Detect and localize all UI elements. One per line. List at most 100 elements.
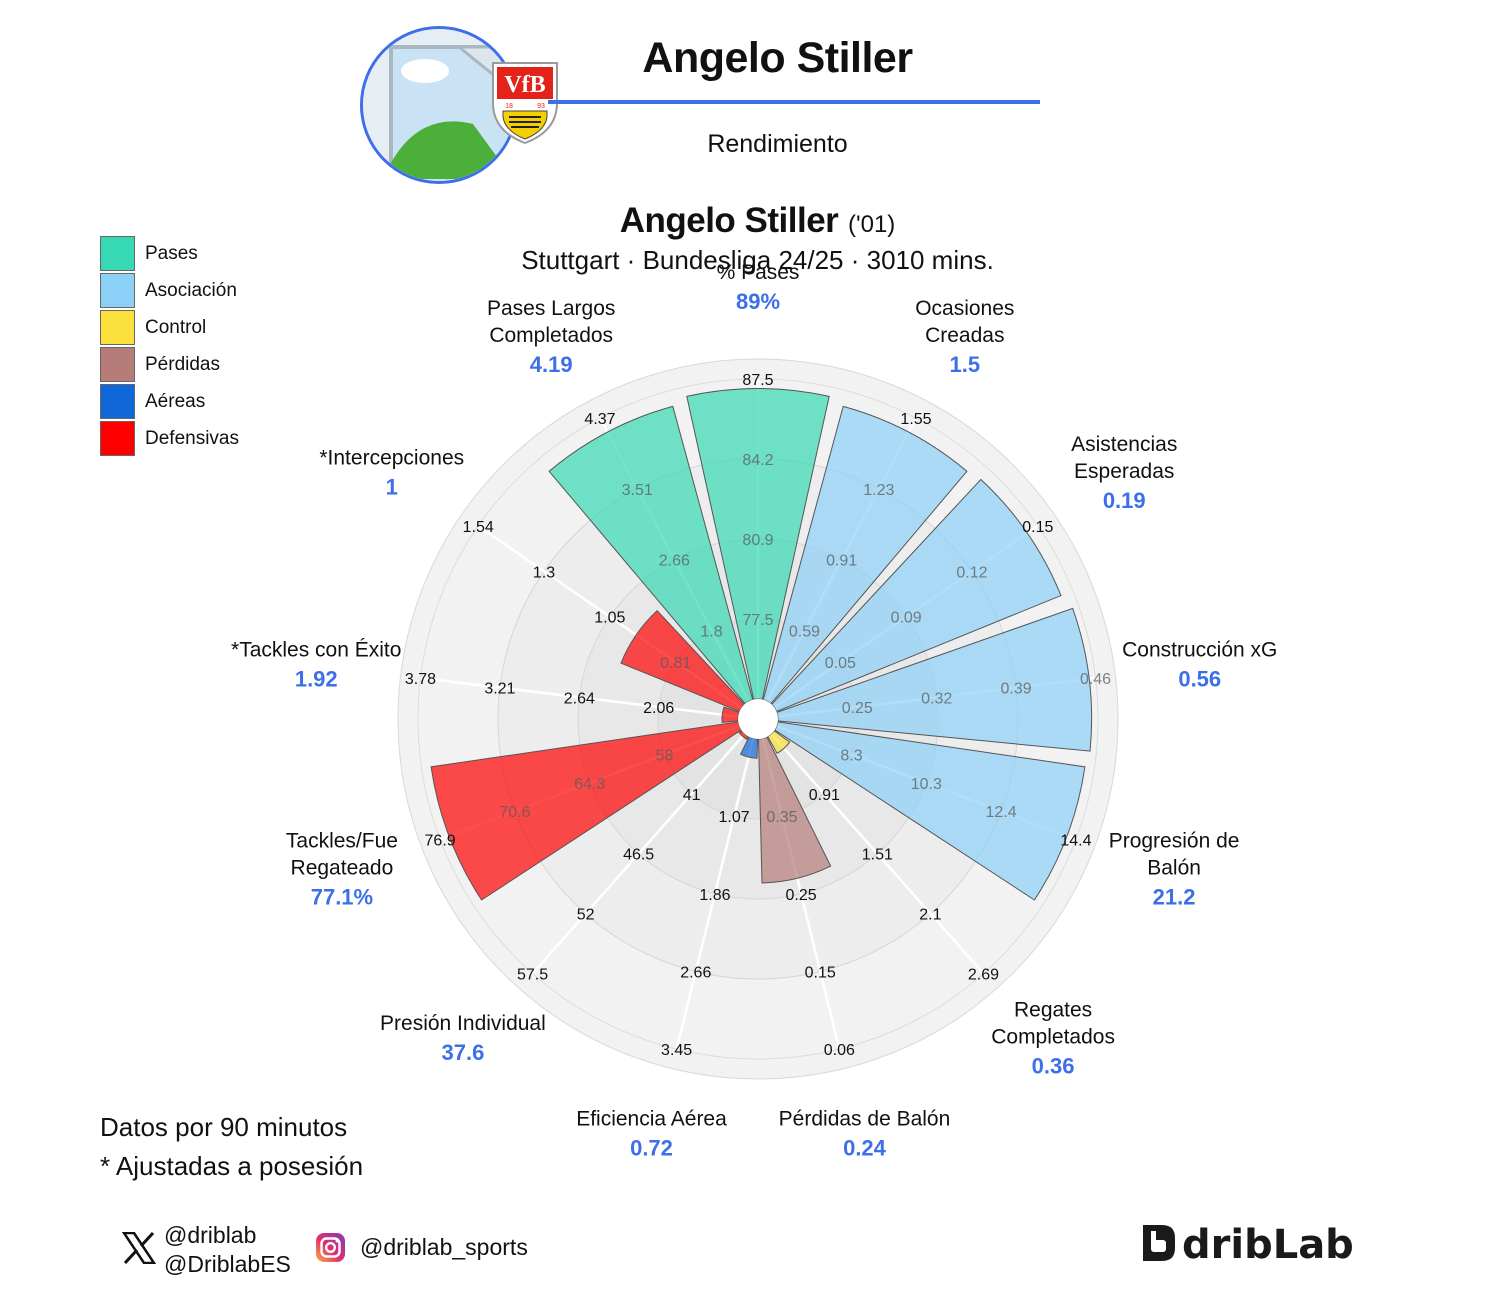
chart-birth-year: ('01) (848, 211, 896, 238)
tick-label: 0.15 (805, 964, 836, 981)
category-value: 21.2 (1153, 884, 1196, 909)
chart-player-name: Angelo Stiller (619, 201, 839, 240)
legend-swatch (100, 310, 135, 345)
category-label: Pases Largos (487, 297, 615, 320)
legend-swatch (100, 273, 135, 308)
tick-label: 0.59 (789, 623, 820, 640)
tick-label: 0.06 (824, 1042, 855, 1059)
tick-label: 1.05 (594, 610, 625, 627)
category-value: 1.92 (295, 667, 338, 692)
category-label: Regateado (291, 856, 394, 879)
tick-label: 2.69 (968, 966, 999, 983)
club-crest-logo: VfB 18 93 (487, 59, 563, 145)
tick-label: 1.51 (862, 847, 893, 864)
tick-label: 52 (577, 907, 595, 924)
radar-spoke (675, 738, 755, 1050)
note-per90: Datos por 90 minutos (100, 1112, 348, 1142)
category-label: Construcción xG (1122, 639, 1277, 662)
legend-item: Pases (100, 235, 239, 272)
category-label: Tackles/Fue (286, 829, 398, 852)
tick-label: 64.3 (574, 776, 605, 793)
tick-label: 1.23 (863, 482, 894, 499)
tick-label: 0.05 (825, 655, 856, 672)
tick-label: 0.39 (1001, 681, 1032, 698)
tick-label: 46.5 (623, 847, 654, 864)
tick-label: 1.8 (700, 623, 722, 640)
note-adjusted: * Ajustadas a posesión (100, 1151, 364, 1181)
brand-wordmark: dribLab (1182, 1222, 1354, 1264)
x-logo-icon (121, 1231, 157, 1269)
tick-label: 41 (683, 787, 701, 804)
legend-swatch (100, 236, 135, 271)
tick-label: 0.81 (660, 655, 691, 672)
legend-label: Control (145, 316, 207, 338)
svg-text:18: 18 (505, 103, 513, 110)
legend-item: Pérdidas (100, 346, 239, 383)
category-value: 37.6 (441, 1040, 484, 1065)
radar-spoke (770, 733, 985, 975)
tick-label: 0.91 (826, 553, 857, 570)
tick-label: 2.06 (643, 700, 674, 717)
radar-spoke (420, 676, 739, 718)
tick-label: 80.9 (742, 532, 773, 549)
legend-swatch (100, 384, 135, 419)
driblab-logo: dribLab (1140, 1222, 1368, 1269)
tick-label: 2.64 (564, 690, 595, 707)
tick-label: 70.6 (499, 804, 530, 821)
legend-item: Control (100, 309, 239, 346)
legend-item: Defensivas (100, 420, 239, 457)
legend-label: Pérdidas (145, 353, 220, 375)
legend-label: Defensivas (145, 427, 239, 449)
chart-subtitle: Stuttgart · Bundesliga 24/25 · 3010 mins… (521, 245, 994, 275)
tick-label: 2.1 (919, 907, 941, 924)
x-handle-primary[interactable]: @driblab (164, 1222, 257, 1248)
tick-label: 14.4 (1060, 833, 1091, 850)
category-value: 89% (736, 289, 780, 314)
instagram-logo-icon (315, 1232, 346, 1268)
category-label: Balón (1147, 856, 1201, 879)
category-label: Ocasiones (915, 297, 1014, 320)
x-handle-secondary[interactable]: @DriblabES (164, 1251, 291, 1277)
category-value: 1.5 (950, 352, 981, 377)
tick-label: 2.66 (659, 553, 690, 570)
legend-label: Asociación (145, 279, 237, 301)
legend-label: Pases (145, 242, 198, 264)
tick-label: 3.51 (622, 482, 653, 499)
svg-text:93: 93 (537, 103, 545, 110)
category-label: Creadas (925, 324, 1004, 347)
tick-label: 0.25 (842, 700, 873, 717)
legend-item: Aéreas (100, 383, 239, 420)
category-value: 1 (386, 475, 398, 500)
legend-item: Asociación (100, 272, 239, 309)
legend-swatch (100, 347, 135, 382)
category-label: *Intercepciones (319, 447, 464, 470)
tick-label: 0.09 (891, 610, 922, 627)
category-label: Completados (489, 324, 613, 347)
tick-label: 58 (656, 747, 674, 764)
category-value: 0.72 (630, 1135, 673, 1160)
category-value: 4.19 (530, 352, 573, 377)
tick-label: 76.9 (425, 833, 456, 850)
legend-swatch (100, 421, 135, 456)
tick-label: 2.66 (680, 964, 711, 981)
tick-label: 0.46 (1080, 671, 1111, 688)
tick-label: 1.07 (718, 809, 749, 826)
category-label: *Tackles con Éxito (231, 639, 401, 662)
tick-label: 12.4 (986, 804, 1017, 821)
tick-label: 84.2 (742, 452, 773, 469)
driblab-logo-icon: dribLab (1143, 1222, 1354, 1268)
category-value: 0.19 (1103, 488, 1146, 513)
instagram-handle[interactable]: @driblab_sports (360, 1234, 528, 1260)
tick-label: 3.78 (405, 671, 436, 688)
tick-label: 0.25 (786, 887, 817, 904)
tick-label: 10.3 (911, 776, 942, 793)
tick-label: 1.55 (900, 411, 931, 428)
category-label: Pérdidas de Balón (779, 1107, 951, 1130)
chart-title: Angelo Stiller ('01) (400, 201, 1115, 241)
category-label: Progresión de (1109, 829, 1240, 852)
tick-label: 3.21 (484, 681, 515, 698)
legend-label: Aéreas (145, 390, 206, 412)
radar-spoke (531, 733, 746, 975)
category-label: Presión Individual (380, 1012, 546, 1035)
